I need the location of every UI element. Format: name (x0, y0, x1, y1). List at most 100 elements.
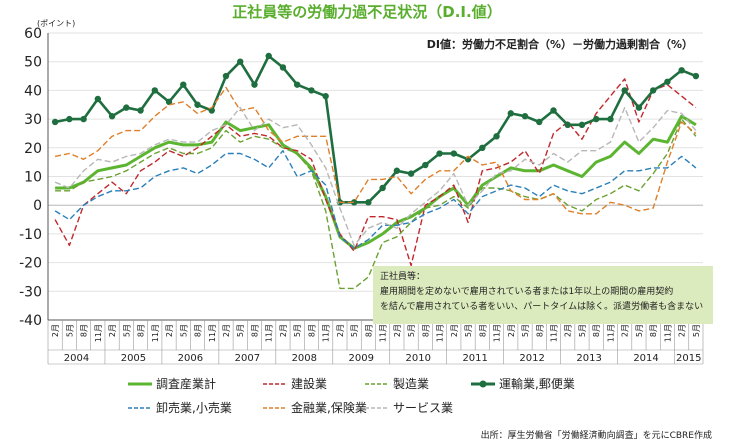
x-tick-label: 8月 (80, 324, 89, 337)
series-point (123, 104, 130, 111)
series-point (578, 121, 586, 129)
year-label: 2015 (676, 353, 701, 364)
x-tick-label: 5月 (521, 324, 530, 337)
x-tick-label: 8月 (421, 324, 430, 337)
series-line-0 (55, 114, 697, 250)
series-point (322, 92, 329, 100)
series-point (550, 107, 557, 114)
series-point (66, 115, 73, 123)
series-line-2 (55, 118, 697, 290)
x-tick-label: 8月 (137, 324, 146, 337)
series-point (422, 161, 429, 169)
legend-label-6: サービス業 (393, 401, 453, 415)
series-point (479, 144, 486, 151)
x-tick-label: 5月 (578, 324, 587, 337)
year-label: 2004 (64, 353, 89, 364)
year-label: 2011 (462, 353, 487, 364)
x-tick-label: 8月 (649, 324, 658, 337)
year-label: 2006 (178, 353, 203, 364)
year-label: 2012 (519, 353, 544, 364)
y-tick-label: 10 (24, 170, 42, 186)
series-point (450, 150, 458, 157)
x-tick-label: 11月 (549, 324, 558, 342)
x-tick-label: 8月 (194, 324, 203, 337)
year-label: 2007 (235, 353, 260, 364)
series-point (593, 115, 600, 123)
y-axis-unit: (ポイント) (37, 19, 75, 28)
series-point (678, 67, 685, 74)
series-point (251, 81, 258, 88)
series-point (94, 95, 102, 103)
x-tick-label: 2月 (51, 324, 60, 337)
y-tick-label: 30 (24, 112, 42, 128)
x-tick-label: 5月 (350, 324, 359, 337)
x-tick-label: 11月 (94, 324, 103, 342)
series-point (536, 118, 543, 126)
year-label: 2010 (405, 353, 430, 364)
x-tick-label: 8月 (307, 324, 316, 337)
series-point (393, 167, 401, 174)
series-point (436, 150, 443, 157)
series-line-3 (54, 54, 697, 204)
x-tick-label: 8月 (250, 324, 259, 337)
series-point (350, 199, 358, 206)
x-tick-label: 11月 (322, 324, 331, 342)
series-point (265, 52, 272, 60)
x-tick-label: 5月 (692, 324, 701, 337)
series-point (108, 113, 116, 120)
series-point (507, 110, 514, 117)
series-point (51, 118, 59, 126)
y-tick-label: 20 (24, 141, 42, 157)
plot-area: 60 50 40 30 20 10 0 -10 -20 -30 -40 (19, 26, 703, 329)
x-tick-label: 11月 (436, 324, 445, 342)
y-tick-label: -20 (19, 256, 42, 272)
x-tick-label: 5月 (635, 324, 644, 337)
note-title: 正社員等： (380, 270, 425, 282)
series-point (379, 184, 386, 192)
series-point (407, 170, 415, 177)
series-point (621, 87, 628, 94)
x-tick-label: 8月 (364, 324, 373, 337)
x-tick-label: 2月 (336, 324, 345, 337)
x-tick-label: 2月 (450, 324, 459, 337)
x-tick-label: 8月 (592, 324, 601, 337)
y-tick-label: -30 (19, 284, 42, 300)
chart-title: 正社員等の労働力過不足状況（D.I.値） (232, 3, 501, 21)
y-tick-label: 0 (33, 198, 42, 214)
x-tick-label: 5月 (464, 324, 473, 337)
series-point (308, 87, 315, 94)
year-label: 2014 (633, 353, 658, 364)
series-point (237, 58, 244, 65)
x-tick-label: 2月 (222, 324, 231, 337)
source-note: 出所：厚生労働省「労働経済動向調査」を元にCBRE作成 (481, 429, 712, 441)
x-tick-label: 5月 (179, 324, 188, 337)
series-point (293, 81, 301, 88)
series-point (649, 87, 657, 94)
series-point (80, 115, 87, 123)
year-label: 2013 (576, 353, 601, 364)
year-label: 2009 (349, 353, 374, 364)
legend-label-1: 建設業 (291, 376, 327, 391)
series-point (664, 78, 671, 85)
x-tick-label: 2月 (564, 324, 573, 337)
series-point (692, 72, 700, 80)
note-line-1: 雇用期間を定めないで雇用されている者または1年以上の期間の雇用契約 (380, 285, 673, 297)
x-tick-label: 2月 (621, 324, 630, 337)
legend-label-5: 金融業,保険業 (291, 400, 367, 415)
x-tick-label: 5月 (122, 324, 131, 337)
series-point (151, 87, 158, 94)
legend-label-4: 卸売業,小売業 (156, 400, 232, 415)
x-tick-label: 8月 (535, 324, 544, 337)
legend-label-3: 運輸業,郵便業 (499, 376, 575, 391)
x-tick-label: 8月 (478, 324, 487, 337)
x-tick-label: 11月 (606, 324, 615, 342)
y-tick-label: 50 (24, 55, 42, 71)
series-point (165, 98, 173, 106)
series-point (365, 199, 372, 206)
y-tick-label: 40 (24, 83, 42, 99)
series-point (194, 101, 201, 108)
legend-label-2: 製造業 (393, 377, 429, 391)
year-label: 2005 (121, 353, 146, 364)
